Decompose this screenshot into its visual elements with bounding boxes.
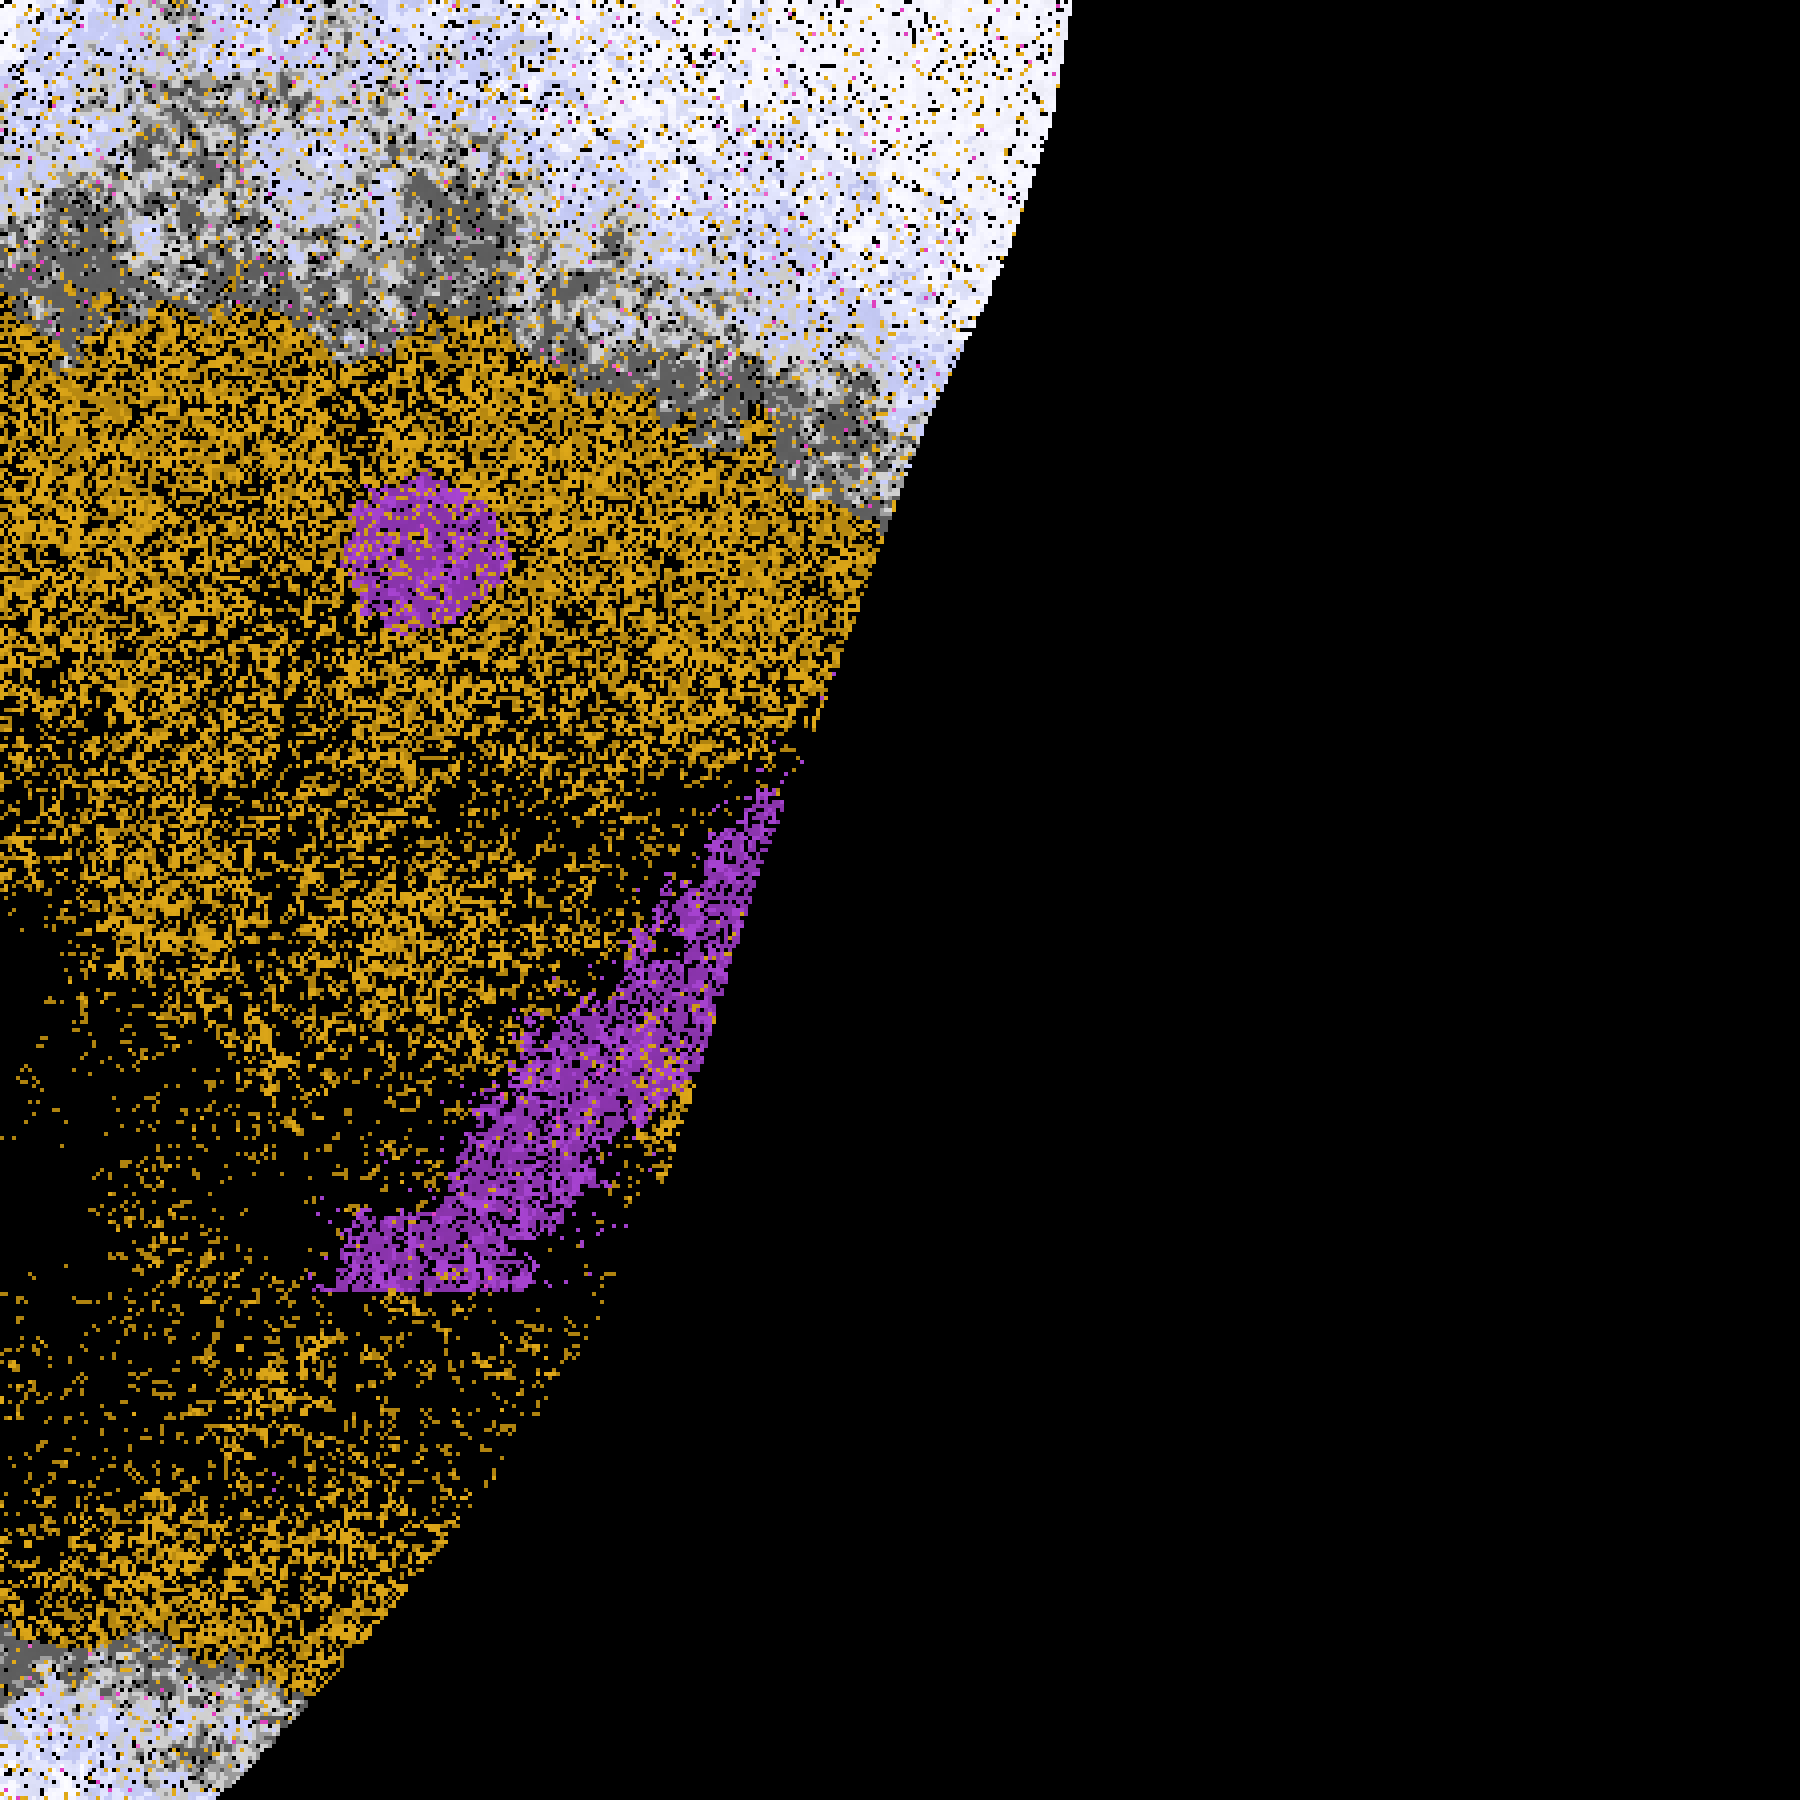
satellite-image-viewport	[0, 0, 1800, 1800]
swath-classification-raster	[0, 0, 1800, 1800]
